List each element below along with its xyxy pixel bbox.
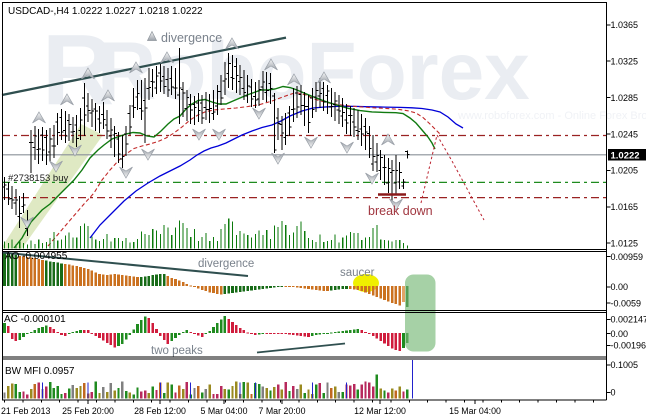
svg-text:divergence: divergence: [161, 31, 222, 45]
svg-text:1.0205: 1.0205: [611, 166, 639, 176]
svg-text:7 Mar 20:00: 7 Mar 20:00: [259, 406, 306, 416]
svg-text:1.0245: 1.0245: [611, 129, 639, 139]
svg-text:RoboForex: RoboForex: [97, 26, 530, 117]
svg-text:AC -0.000101: AC -0.000101: [4, 314, 66, 325]
svg-text:saucer: saucer: [340, 267, 375, 279]
svg-text:1.0222: 1.0222: [611, 150, 640, 161]
svg-text:0.00: 0.00: [611, 329, 629, 339]
svg-text:break down: break down: [368, 204, 433, 218]
svg-text:15 Mar 04:00: 15 Mar 04:00: [449, 406, 501, 416]
svg-text:0: 0: [611, 388, 616, 398]
svg-text:AO -0.004955: AO -0.004955: [5, 251, 68, 262]
svg-text:0.00: 0.00: [611, 282, 629, 292]
svg-text:1.0365: 1.0365: [611, 20, 639, 30]
svg-text:www.roboforex.com - Online For: www.roboforex.com - Online Forex Broker: [457, 110, 646, 122]
svg-text:12 Mar 12:00: 12 Mar 12:00: [354, 406, 406, 416]
svg-text:1.0285: 1.0285: [611, 93, 639, 103]
svg-text:1.0125: 1.0125: [611, 239, 639, 249]
svg-text:-0.00196: -0.00196: [611, 341, 646, 351]
svg-text:28 Feb 12:00: 28 Feb 12:00: [134, 406, 186, 416]
svg-text:-0.0059: -0.0059: [611, 298, 642, 308]
svg-text:0.1005: 0.1005: [611, 360, 639, 370]
svg-text:#2738153 buy: #2738153 buy: [8, 173, 68, 184]
svg-text:5 Mar 04:00: 5 Mar 04:00: [201, 406, 248, 416]
svg-text:0.002147: 0.002147: [611, 315, 646, 325]
svg-text:0.00959: 0.00959: [611, 252, 644, 262]
svg-text:divergence: divergence: [198, 258, 254, 270]
svg-text:USDCAD-,H4 1.0222 1.0227 1.02: USDCAD-,H4 1.0222 1.0227 1.0218 1.0222: [8, 6, 203, 17]
svg-text:R: R: [42, 14, 114, 126]
svg-text:25 Feb 20:00: 25 Feb 20:00: [62, 406, 114, 416]
svg-text:BW MFI 0.0957: BW MFI 0.0957: [5, 366, 75, 377]
svg-text:1.0325: 1.0325: [611, 57, 639, 67]
svg-text:two peaks: two peaks: [151, 345, 203, 357]
svg-text:1.0165: 1.0165: [611, 202, 639, 212]
svg-text:21 Feb 2013: 21 Feb 2013: [1, 406, 51, 416]
